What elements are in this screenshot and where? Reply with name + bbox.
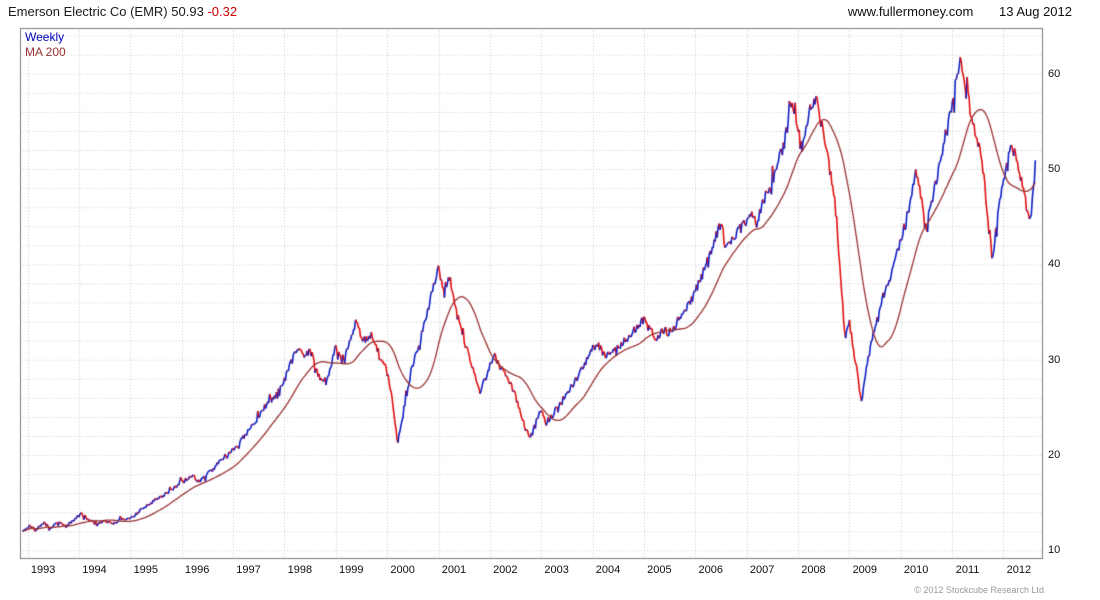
x-axis-tick-1998: 1998	[287, 564, 313, 576]
x-axis-tick-2008: 2008	[801, 564, 826, 576]
website-url: www.fullermoney.com	[847, 4, 974, 19]
legend-weekly-label: Weekly	[25, 30, 65, 44]
x-axis-tick-1993: 1993	[30, 564, 56, 576]
x-axis-tick-2000: 2000	[390, 564, 415, 576]
chart-date: 13 Aug 2012	[998, 4, 1072, 19]
x-axis-tick-2007: 2007	[749, 564, 775, 576]
y-axis-tick-30: 30	[1048, 353, 1061, 366]
last-price: 50.93	[171, 4, 204, 19]
copyright-notice: © 2012 Stockcube Research Ltd	[914, 585, 1044, 595]
y-axis-tick-60: 60	[1048, 67, 1061, 80]
y-axis-tick-50: 50	[1048, 163, 1061, 176]
chart-header-right: www.fullermoney.com 13 Aug 2012	[848, 4, 1072, 19]
chart-header: Emerson Electric Co (EMR) 50.93 -0.32	[8, 4, 237, 19]
legend-ma200-label: MA 200	[25, 45, 66, 59]
x-axis-tick-2003: 2003	[544, 564, 569, 576]
instrument-name: Emerson Electric Co (EMR)	[8, 4, 168, 19]
y-axis-tick-40: 40	[1048, 258, 1061, 271]
x-axis-tick-2002: 2002	[493, 564, 518, 576]
x-axis-tick-1996: 1996	[184, 564, 210, 576]
x-axis-tick-2004: 2004	[595, 564, 621, 576]
x-axis-tick-2005: 2005	[647, 564, 672, 576]
x-axis-tick-1995: 1995	[133, 564, 159, 576]
x-axis-tick-2001: 2001	[441, 564, 467, 576]
y-axis-tick-20: 20	[1048, 449, 1061, 462]
x-axis-tick-1994: 1994	[82, 564, 107, 576]
chart-legend: Weekly MA 200	[25, 30, 66, 60]
x-axis-tick-2012: 2012	[1006, 564, 1032, 576]
x-axis-tick-2009: 2009	[852, 564, 878, 576]
x-axis-tick-1997: 1997	[236, 564, 261, 576]
x-axis-tick-2011: 2011	[955, 564, 980, 576]
price-change: -0.32	[207, 4, 238, 19]
x-axis-tick-2010: 2010	[903, 564, 929, 576]
x-axis-tick-2006: 2006	[698, 564, 723, 576]
y-axis-tick-10: 10	[1048, 544, 1061, 557]
x-axis-tick-1999: 1999	[339, 564, 364, 576]
